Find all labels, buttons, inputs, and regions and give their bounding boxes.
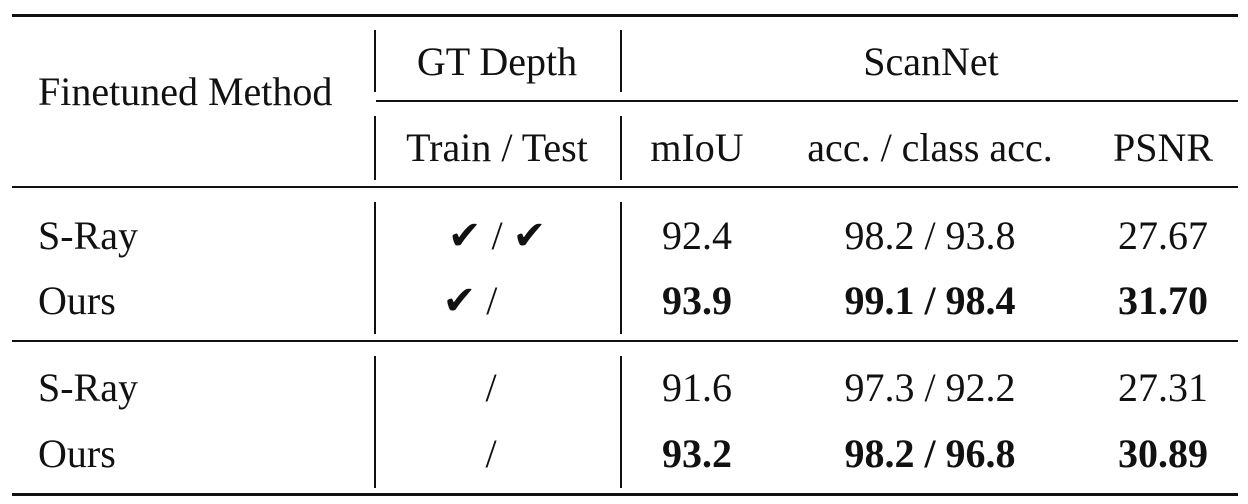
row3-gt-depth: / [485,365,497,410]
vline-depth-right-body1 [620,202,622,334]
row2-depth-separator: / [486,278,498,323]
header-bottom-rule [12,186,1238,188]
row2-miou: 93.9 [662,278,732,323]
check-icon: ✔ [512,213,547,259]
row1-depth-separator: / [491,213,503,258]
header-train-test: Train / Test [406,125,588,170]
row4-gt-depth: / [485,431,497,476]
row4-acc: 98.2 / 96.8 [844,431,1016,476]
check-icon: ✔ [442,278,477,324]
row1-acc: 98.2 / 93.8 [844,213,1016,258]
row4-method: Ours [38,431,116,476]
header-acc-class-acc: acc. / class acc. [807,125,1053,170]
vline-method-left-bottom [374,116,376,180]
row3-psnr: 27.31 [1118,365,1208,410]
row2-method: Ours [38,278,116,323]
header-gt-depth: GT Depth [416,39,578,84]
vline-depth-right-body2 [620,356,622,488]
row2-psnr: 31.70 [1118,278,1208,323]
vline-method-left-top [374,30,376,92]
row1-gt-depth: ✔ / ✔ [448,212,546,260]
scannet-subheader-rule [376,100,1238,102]
row2-acc: 99.1 / 98.4 [844,278,1016,323]
row1-miou: 92.4 [662,213,732,258]
vline-depth-right-top [620,30,622,92]
vline-method-left-body2 [374,356,376,488]
row1-method: S-Ray [38,213,138,258]
bottom-rule [12,493,1238,496]
header-miou: mIoU [650,125,744,170]
header-finetuned-method: Finetuned Method [38,69,333,114]
vline-method-left-body1 [374,202,376,334]
group-separator-rule [12,340,1238,342]
row3-miou: 91.6 [662,365,732,410]
vline-depth-right-bottom [620,116,622,180]
row1-psnr: 27.67 [1118,213,1208,258]
header-scannet: ScanNet [863,39,999,84]
row4-psnr: 30.89 [1118,431,1208,476]
row3-method: S-Ray [38,365,138,410]
row2-gt-depth: ✔ / [443,277,498,325]
row3-acc: 97.3 / 92.2 [844,365,1016,410]
row4-miou: 93.2 [662,431,732,476]
top-rule [12,14,1238,17]
header-psnr: PSNR [1112,125,1214,170]
check-icon: ✔ [447,213,482,259]
